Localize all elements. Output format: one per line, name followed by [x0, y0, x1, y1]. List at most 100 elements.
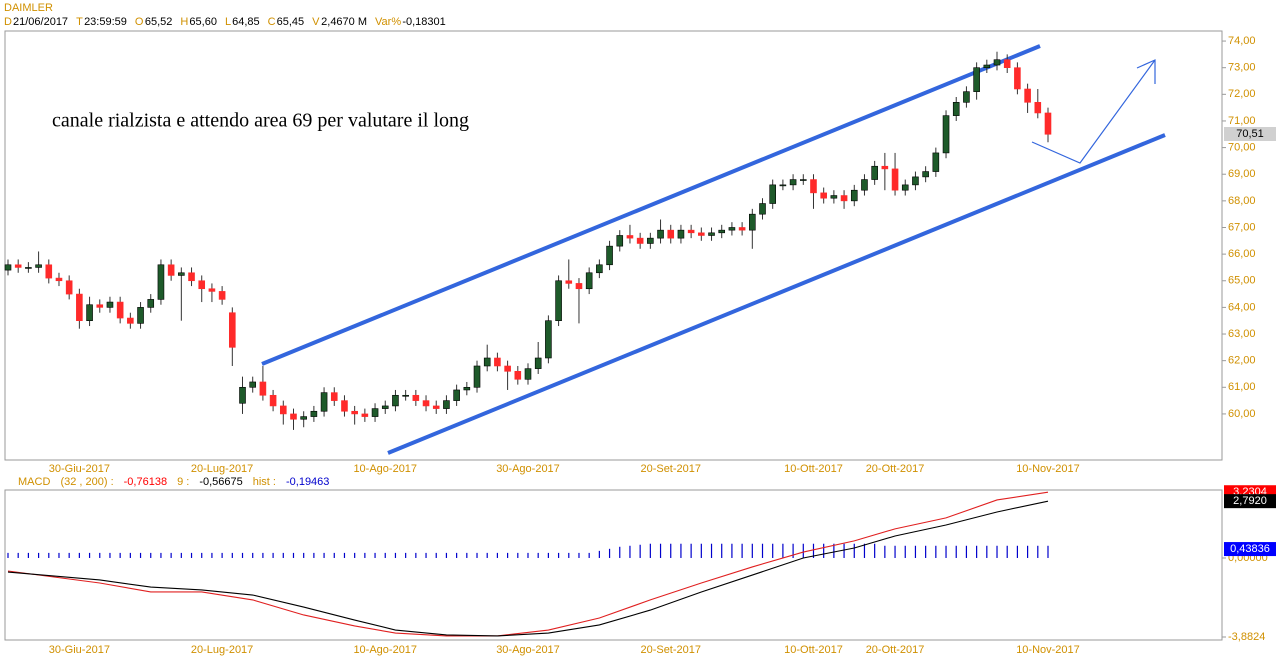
y-tick-label: 60,00 [1228, 408, 1256, 420]
header-value: 2,4670 M [321, 16, 367, 28]
candle-body [810, 179, 817, 194]
candle-body [341, 400, 348, 412]
candle-body [106, 301, 114, 308]
candle-body [952, 102, 960, 116]
y-tick-label: 74,00 [1228, 35, 1256, 47]
candle-body [606, 245, 613, 266]
candle-body [963, 91, 970, 103]
header-value: -0,18301 [402, 16, 445, 28]
legend-item: -0,19463 [286, 476, 329, 488]
candle-body [514, 371, 522, 380]
x-tick-label: 20-Set-2017 [640, 463, 701, 475]
candle-body [565, 280, 573, 284]
candle-body [422, 400, 430, 407]
candle-body [698, 232, 705, 236]
candle-body [229, 312, 236, 348]
candle-body [45, 264, 53, 279]
candle-body [820, 192, 827, 199]
legend-item: -0,76138 [124, 476, 167, 488]
header-key: C [268, 16, 276, 28]
candle-body [188, 272, 195, 282]
y-tick-label: 67,00 [1228, 221, 1256, 233]
y-tick-label: 64,00 [1228, 301, 1256, 313]
candle-body [76, 293, 83, 322]
x-tick-label: 20-Set-2017 [640, 644, 701, 656]
candle-body [830, 195, 838, 199]
candle-body [178, 272, 185, 276]
candle-body [147, 299, 155, 308]
candle-body [1003, 59, 1011, 68]
last-price-label: 70,51 [1236, 128, 1264, 140]
candle-body [779, 184, 787, 187]
candle-body [504, 365, 511, 372]
candle-body [137, 307, 144, 324]
end-label-box [1224, 542, 1276, 557]
candle-body [932, 152, 940, 172]
x-tick-label: 20-Lug-2017 [191, 463, 253, 475]
x-tick-label: 30-Giu-2017 [49, 463, 110, 475]
x-tick-label: 30-Giu-2017 [49, 644, 110, 656]
candle-body [799, 179, 807, 181]
y-tick-label: 66,00 [1228, 248, 1256, 260]
macd-panel [4, 489, 1223, 641]
header-key: T [76, 16, 83, 28]
macd-line [7, 491, 1049, 637]
candle-body [157, 264, 165, 300]
candle-body [208, 288, 216, 292]
candle-body [585, 272, 593, 290]
legend-item: MACD [18, 476, 50, 488]
candle-body [647, 237, 654, 244]
chart-title: DAIMLER [4, 2, 53, 14]
candle-body [443, 400, 450, 409]
header-key: V [312, 16, 320, 28]
last-price-box [1224, 127, 1276, 142]
x-tick-label: 10-Ago-2017 [353, 463, 417, 475]
candle-body [392, 394, 399, 407]
end-label-box [1224, 494, 1276, 509]
candle-body [127, 317, 134, 324]
candle-body [708, 232, 715, 236]
candle-body [494, 357, 501, 367]
candle-body [473, 365, 481, 388]
candle-body [901, 184, 909, 191]
y-tick-label: 63,00 [1228, 328, 1256, 340]
candle-body [596, 264, 603, 274]
legend-item: -0,56675 [199, 476, 242, 488]
price-panel [4, 30, 1223, 461]
x-tick-label: 20-Ott-2017 [866, 463, 925, 475]
legend-item: hist : [253, 476, 276, 488]
y-tick-label: 70,00 [1228, 141, 1256, 153]
candle-body [840, 195, 848, 202]
x-tick-label: 10-Ott-2017 [784, 644, 843, 656]
candle-body [1044, 112, 1052, 135]
candle-body [4, 264, 12, 271]
candle-body [483, 357, 491, 367]
header-key: L [225, 16, 231, 28]
x-tick-label: 30-Ago-2017 [496, 463, 560, 475]
candle-body [432, 405, 440, 409]
candle-body [290, 413, 297, 420]
y-tick-label: 62,00 [1228, 355, 1256, 367]
header-key: D [4, 16, 12, 28]
candle-body [545, 320, 552, 359]
candle-body [116, 301, 124, 319]
x-tick-label: 20-Ott-2017 [866, 644, 925, 656]
y-tick-label: 68,00 [1228, 195, 1256, 207]
end-label: 0,43836 [1230, 543, 1270, 555]
candle-body [381, 405, 389, 409]
candle-body [942, 115, 950, 154]
candle-body [402, 394, 409, 397]
candle-body [96, 304, 104, 308]
candle-body [524, 368, 532, 380]
candle-body [677, 229, 685, 239]
candle-body [86, 304, 93, 322]
candle-body [728, 227, 736, 231]
candle-body [738, 227, 746, 231]
candle-body [453, 389, 460, 401]
y-tick-label: -3,8824 [1228, 631, 1265, 643]
candle-body [218, 291, 226, 300]
candle-body [850, 189, 858, 202]
candle-body [25, 267, 32, 269]
candle-body [14, 264, 22, 268]
candle-body [35, 264, 42, 268]
